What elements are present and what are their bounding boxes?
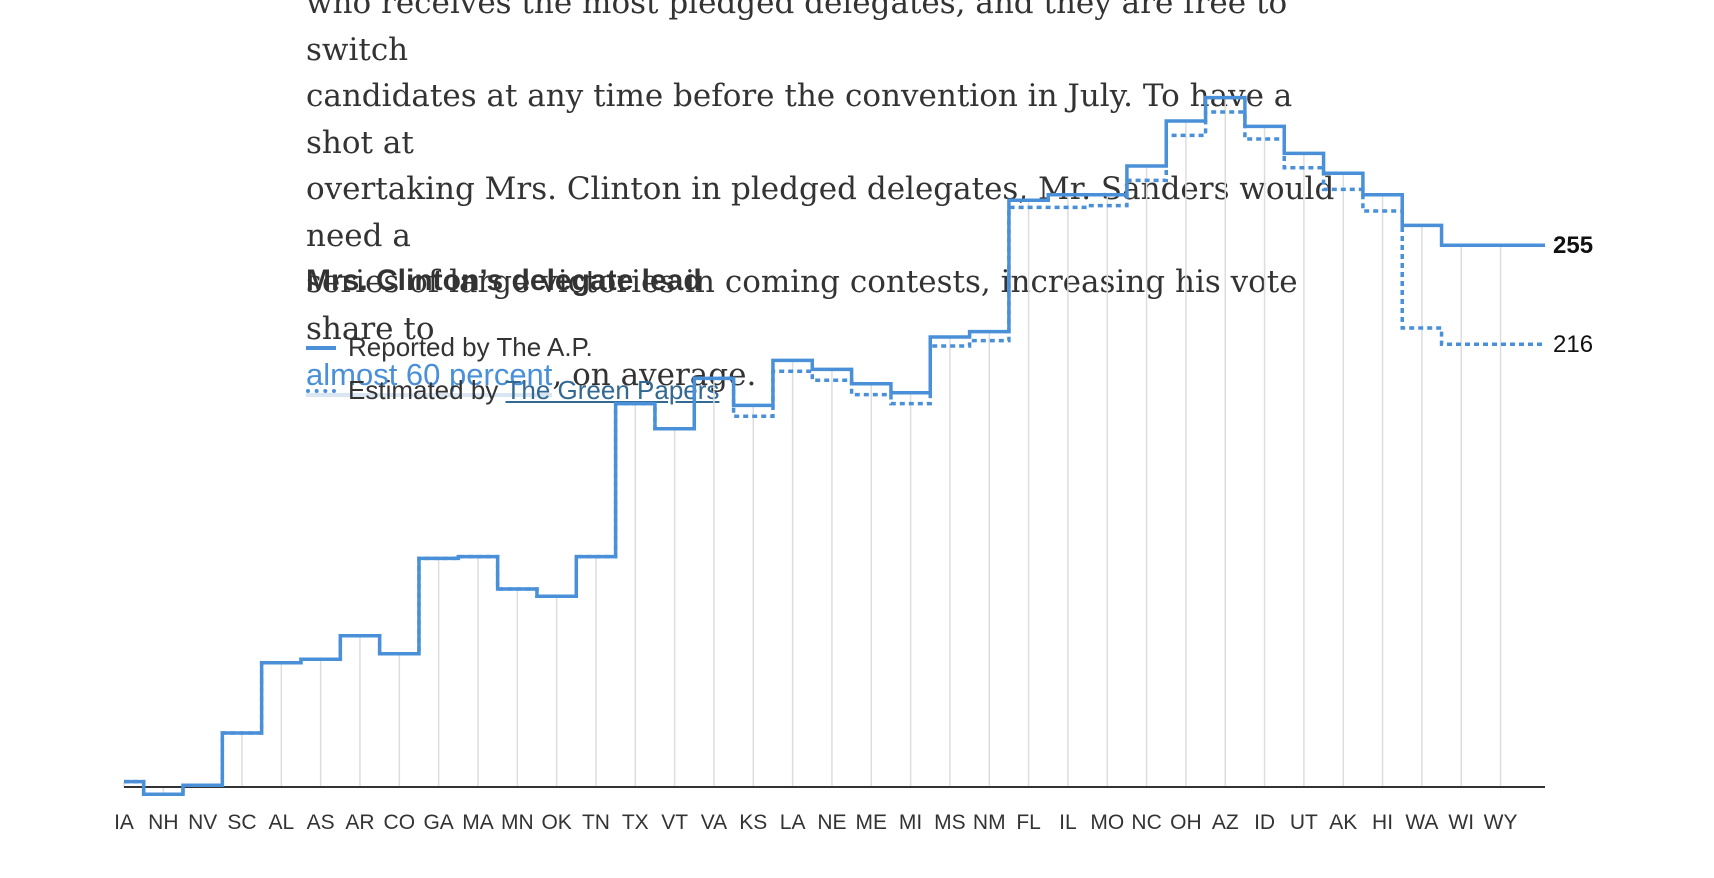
end-labels: 255 216: [1553, 232, 1593, 358]
x-tick-label: CO: [384, 811, 416, 834]
x-tick-label: MA: [462, 811, 494, 834]
article-line: candidates at any time before the conven…: [306, 78, 1293, 161]
x-tick-label: ME: [856, 811, 888, 834]
article-line: overtaking Mrs. Clinton in pledged deleg…: [306, 171, 1335, 254]
x-tick-label: OK: [541, 811, 571, 834]
x-tick-label: AK: [1329, 811, 1357, 834]
x-tick-label: FL: [1016, 811, 1041, 834]
article-line: who receives the most pledged delegates,…: [306, 0, 1288, 68]
x-tick-label: WI: [1448, 811, 1474, 834]
chart-legend: Reported by The A.P. Estimated by The Gr…: [306, 326, 719, 412]
legend-solid-swatch: [306, 345, 336, 350]
x-tick-label: SC: [227, 811, 256, 834]
x-tick-label: MN: [501, 811, 534, 834]
article-text: who receives the most pledged delegates,…: [306, 0, 1366, 399]
x-tick-label: NM: [973, 811, 1006, 834]
x-tick-label: OH: [1170, 811, 1202, 834]
series-lines: [124, 95, 1545, 796]
legend-green-papers-link[interactable]: The Green Papers: [505, 375, 720, 405]
legend-item-reported: Reported by The A.P.: [306, 326, 719, 369]
article-link[interactable]: almost 60 percent: [306, 357, 553, 397]
article-line: series of large victories in coming cont…: [306, 264, 1298, 347]
legend-reported-label: Reported by The A.P.: [348, 332, 593, 362]
x-tick-label: VA: [701, 811, 727, 834]
x-tick-label: VT: [661, 811, 688, 834]
x-tick-label: MO: [1090, 811, 1124, 834]
x-tick-label: WY: [1484, 811, 1518, 834]
x-tick-label: NH: [148, 811, 178, 834]
legend-item-estimated: Estimated by The Green Papers: [306, 369, 719, 412]
x-tick-label: AS: [307, 811, 335, 834]
x-tick-label: AL: [268, 811, 294, 834]
legend-estimated-prefix: Estimated by: [348, 375, 506, 405]
reported-end-label: 255: [1553, 232, 1593, 259]
x-tick-label: IA: [114, 811, 134, 834]
gridlines: [123, 97, 1502, 795]
x-tick-label: NV: [188, 811, 217, 834]
x-tick-label: TN: [582, 811, 610, 834]
x-tick-labels: IA NH NV SC AL AS AR CO GA MA MN OK TN TX VT VA KS LA NE ME…: [114, 811, 1517, 834]
x-tick-label: UT: [1290, 811, 1318, 834]
estimated-series-line: [124, 110, 1545, 796]
x-tick-label: GA: [423, 811, 453, 834]
x-tick-label: ID: [1254, 811, 1275, 834]
chart-title: Mrs. Clinton’s delegate lead: [306, 264, 702, 297]
x-tick-label: LA: [780, 811, 806, 834]
estimated-end-label: 216: [1553, 331, 1593, 358]
x-tick-label: KS: [739, 811, 767, 834]
x-tick-label: AZ: [1212, 811, 1239, 834]
x-tick-label: HI: [1372, 811, 1393, 834]
x-tick-label: MI: [899, 811, 922, 834]
x-tick-label: IL: [1059, 811, 1077, 834]
legend-dashed-swatch: [306, 388, 336, 393]
reported-series-line: [124, 95, 1545, 796]
x-tick-label: NC: [1131, 811, 1161, 834]
x-tick-label: AR: [345, 811, 374, 834]
x-tick-label: NE: [817, 811, 846, 834]
article-line-tail: , on average.: [552, 357, 757, 393]
x-tick-label: WA: [1405, 811, 1438, 834]
x-tick-label: TX: [622, 811, 649, 834]
article-line: almost 60 percent, on average.: [306, 352, 1366, 399]
x-tick-label: MS: [934, 811, 966, 834]
